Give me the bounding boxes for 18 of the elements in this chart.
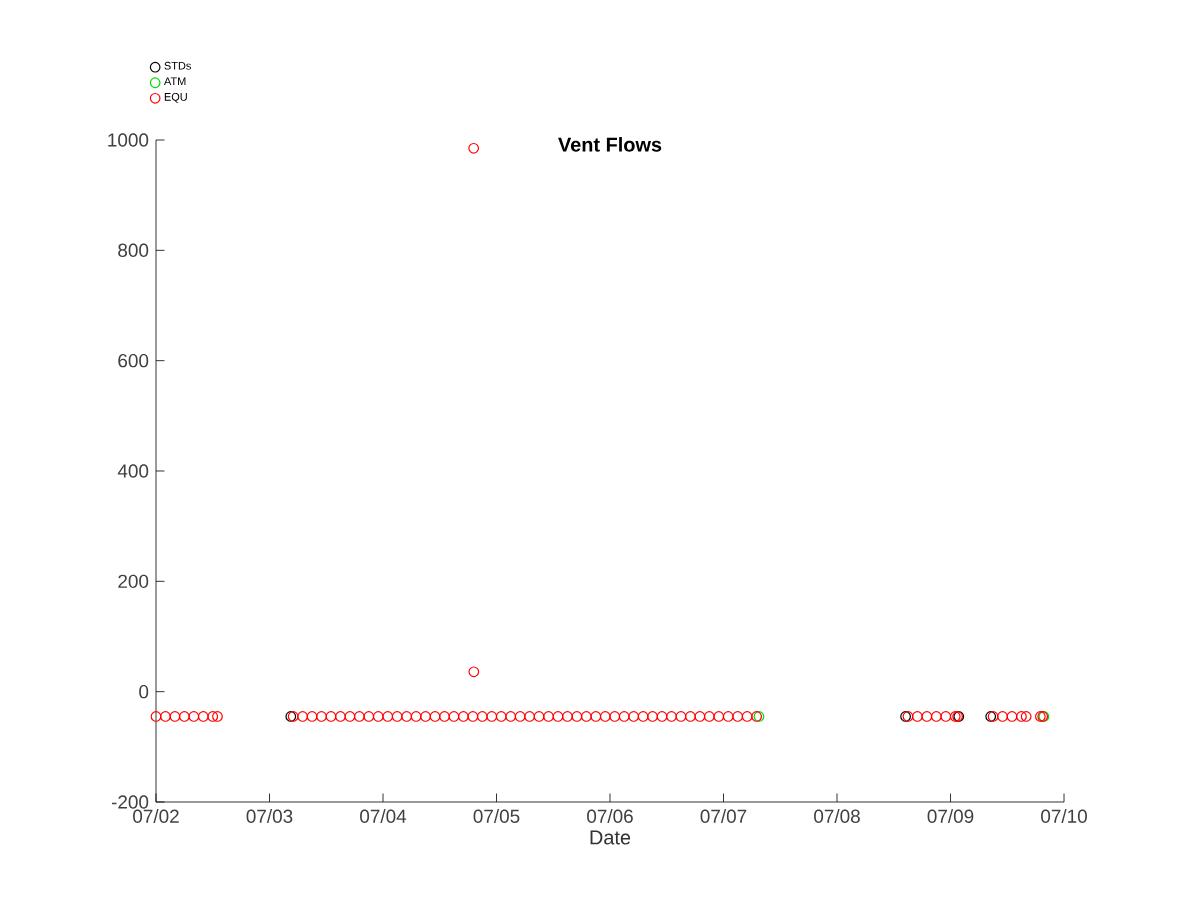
x-tick-label: 07/02 <box>133 809 179 823</box>
x-tick-label: 07/09 <box>927 809 974 823</box>
x-tick-label: 07/03 <box>246 809 293 823</box>
y-tick-label: 1000 <box>108 133 149 147</box>
y-tick-label: 0 <box>139 684 149 699</box>
y-tick-label: 600 <box>118 353 149 368</box>
y-tick-label: 200 <box>118 574 149 589</box>
y-tick-label: 400 <box>117 464 149 478</box>
y-tick-label: 800 <box>118 243 149 258</box>
x-tick-label: 07/05 <box>473 809 520 823</box>
chart-title: Vent Flows <box>558 137 662 152</box>
x-tick-label: 07/08 <box>814 809 860 823</box>
y-tick-label: -200 <box>111 795 149 809</box>
x-tick-label: 07/07 <box>700 809 747 823</box>
x-axis-title: Date <box>590 830 631 845</box>
x-tick-label: 07/06 <box>587 809 633 823</box>
x-tick-label: 07/04 <box>360 809 407 823</box>
x-tick-label: 07/10 <box>1041 809 1087 823</box>
